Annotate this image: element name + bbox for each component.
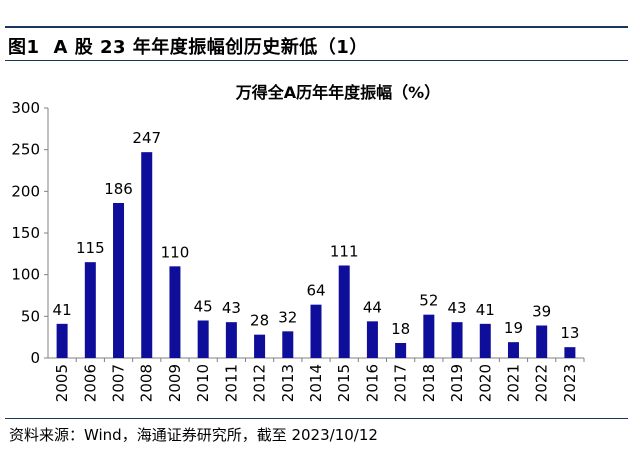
data-label-2012: 28 bbox=[250, 312, 269, 330]
y-tick-label: 100 bbox=[11, 266, 40, 284]
bar-2010 bbox=[197, 320, 209, 358]
data-label-2022: 39 bbox=[532, 303, 551, 321]
chart-title: 万得全A历年年度振幅（%） bbox=[235, 83, 440, 102]
data-labels: 41 115 186 247 110 45 43 28 32 64 111 44 18 52 43 41 19 3… bbox=[53, 129, 580, 342]
bar-2011 bbox=[225, 322, 237, 358]
x-tick-label-2018: 2018 bbox=[420, 364, 438, 402]
y-tick-label: 200 bbox=[11, 182, 40, 200]
bar-2019 bbox=[451, 322, 463, 358]
x-axis: 2005 2006 2007 2008 2009 2010 2011 2012 2013 2014… bbox=[48, 357, 585, 402]
x-tick-label-2008: 2008 bbox=[138, 364, 156, 402]
data-label-2008: 247 bbox=[132, 129, 161, 147]
y-tick-label: 0 bbox=[30, 349, 40, 367]
x-tick-label-2023: 2023 bbox=[561, 364, 579, 402]
x-tick-label-2007: 2007 bbox=[110, 364, 128, 402]
data-label-2013: 32 bbox=[278, 308, 297, 326]
data-label-2021: 19 bbox=[504, 319, 523, 337]
bar-2017 bbox=[395, 343, 407, 358]
x-tick-label-2011: 2011 bbox=[222, 364, 240, 402]
data-label-2015: 111 bbox=[330, 243, 359, 261]
data-label-2005: 41 bbox=[53, 301, 72, 319]
data-label-2014: 64 bbox=[306, 282, 325, 300]
data-label-2017: 18 bbox=[391, 320, 410, 338]
bar-2013 bbox=[282, 331, 294, 358]
data-label-2016: 44 bbox=[363, 298, 382, 316]
figure-header: 图1 A 股 23 年年度振幅创历史新低（1） bbox=[0, 0, 633, 62]
x-tick-label-2022: 2022 bbox=[533, 364, 551, 402]
bar-series bbox=[56, 152, 576, 358]
source-note: 资料来源：Wind，海通证券研究所，截至 2023/10/12 bbox=[9, 426, 378, 444]
y-axis: 0 50 100 150 200 250 300 bbox=[11, 99, 49, 367]
data-label-2020: 41 bbox=[476, 301, 495, 319]
y-tick-label: 150 bbox=[11, 224, 40, 242]
x-tick-label-2020: 2020 bbox=[476, 364, 494, 402]
x-tick-label-2009: 2009 bbox=[166, 364, 184, 402]
bar-2020 bbox=[479, 323, 491, 358]
x-tick-label-2019: 2019 bbox=[448, 364, 466, 402]
x-tick-label-2017: 2017 bbox=[392, 364, 410, 402]
data-label-2006: 115 bbox=[76, 239, 105, 257]
bar-2005 bbox=[56, 323, 68, 358]
bar-2006 bbox=[84, 262, 96, 358]
data-label-2009: 110 bbox=[161, 243, 190, 261]
y-tick-label: 250 bbox=[11, 141, 40, 159]
header-bottom-rule bbox=[5, 60, 628, 61]
figure-title-text: A 股 23 年年度振幅创历史新低（1） bbox=[53, 37, 368, 58]
bar-2012 bbox=[254, 334, 266, 358]
footer-rule bbox=[5, 418, 628, 419]
x-tick-label-2005: 2005 bbox=[53, 364, 71, 402]
y-tick-label: 300 bbox=[11, 99, 40, 117]
bar-2016 bbox=[366, 321, 378, 358]
x-tick-label-2015: 2015 bbox=[335, 364, 353, 402]
x-tick-label-2014: 2014 bbox=[307, 364, 325, 402]
x-tick-label-2010: 2010 bbox=[194, 364, 212, 402]
x-tick-label-2012: 2012 bbox=[251, 364, 269, 402]
data-label-2019: 43 bbox=[448, 299, 467, 317]
x-tick-label-2021: 2021 bbox=[504, 364, 522, 402]
data-label-2018: 52 bbox=[419, 292, 438, 310]
data-label-2007: 186 bbox=[104, 180, 133, 198]
figure-number: 图1 bbox=[8, 37, 40, 58]
bar-2022 bbox=[536, 325, 548, 358]
header-top-rule bbox=[5, 26, 628, 28]
bar-2008 bbox=[141, 152, 153, 358]
bar-2014 bbox=[310, 304, 322, 358]
bar-2018 bbox=[423, 314, 435, 358]
bar-2023 bbox=[564, 347, 576, 358]
figure-title: 图1 A 股 23 年年度振幅创历史新低（1） bbox=[8, 33, 368, 59]
bar-2009 bbox=[169, 266, 181, 358]
x-tick-label-2006: 2006 bbox=[81, 364, 99, 402]
bar-2015 bbox=[338, 265, 350, 358]
x-tick-label-2013: 2013 bbox=[279, 364, 297, 402]
data-label-2011: 43 bbox=[222, 299, 241, 317]
data-label-2023: 13 bbox=[560, 324, 579, 342]
bar-2021 bbox=[507, 342, 519, 358]
x-tick-label-2016: 2016 bbox=[363, 364, 381, 402]
data-label-2010: 45 bbox=[194, 298, 213, 316]
y-tick-label: 50 bbox=[21, 307, 40, 325]
bar-2007 bbox=[113, 203, 125, 358]
